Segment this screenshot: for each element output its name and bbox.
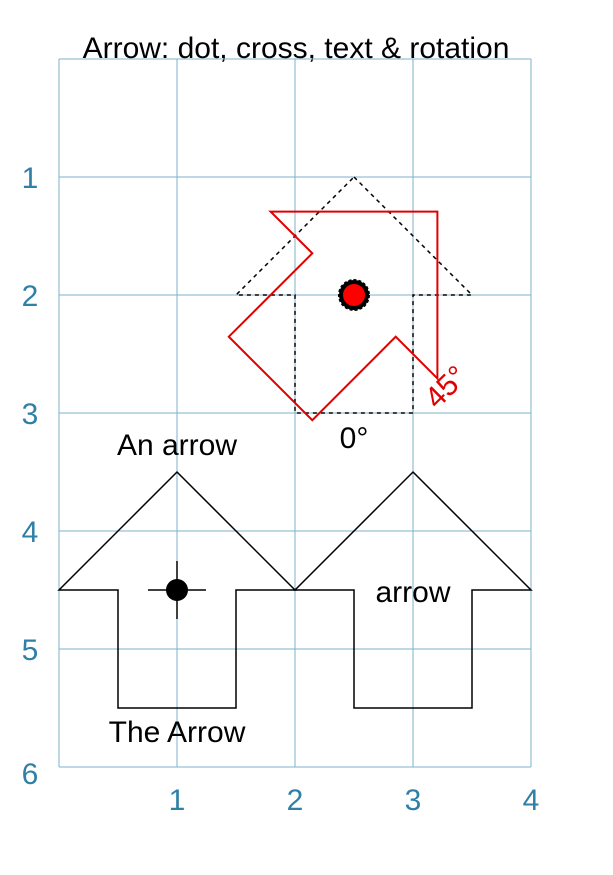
x-axis-ticks: 1 2 3 4 — [169, 784, 540, 817]
grid — [58, 58, 532, 768]
y-tick-2: 2 — [22, 280, 39, 313]
arrow-rotated-45 — [227, 210, 439, 422]
x-tick-4: 4 — [523, 784, 540, 817]
pivot-dot-red — [343, 284, 365, 306]
x-tick-2: 2 — [287, 784, 304, 817]
x-tick-1: 1 — [169, 784, 186, 817]
y-tick-3: 3 — [22, 398, 39, 431]
label-arrow-inside: arrow — [375, 576, 450, 609]
diagram-title: Arrow: dot, cross, text & rotation — [83, 32, 510, 65]
y-tick-1: 1 — [22, 162, 39, 195]
label-an-arrow: An arrow — [117, 429, 237, 462]
x-tick-3: 3 — [405, 784, 422, 817]
label-angle-0: 0° — [340, 422, 369, 455]
arrow-with-text — [293, 470, 533, 709]
cross-dot — [166, 579, 188, 601]
markers — [148, 279, 370, 619]
y-tick-5: 5 — [22, 634, 39, 667]
arrow-with-cross — [57, 470, 297, 709]
arrow-reference-dashed — [234, 175, 474, 414]
label-the-arrow: The Arrow — [109, 716, 246, 749]
arrow-shapes — [57, 175, 533, 709]
y-tick-6: 6 — [22, 758, 39, 791]
y-tick-4: 4 — [22, 516, 39, 549]
y-axis-ticks: 1 2 3 4 5 6 — [22, 162, 39, 791]
